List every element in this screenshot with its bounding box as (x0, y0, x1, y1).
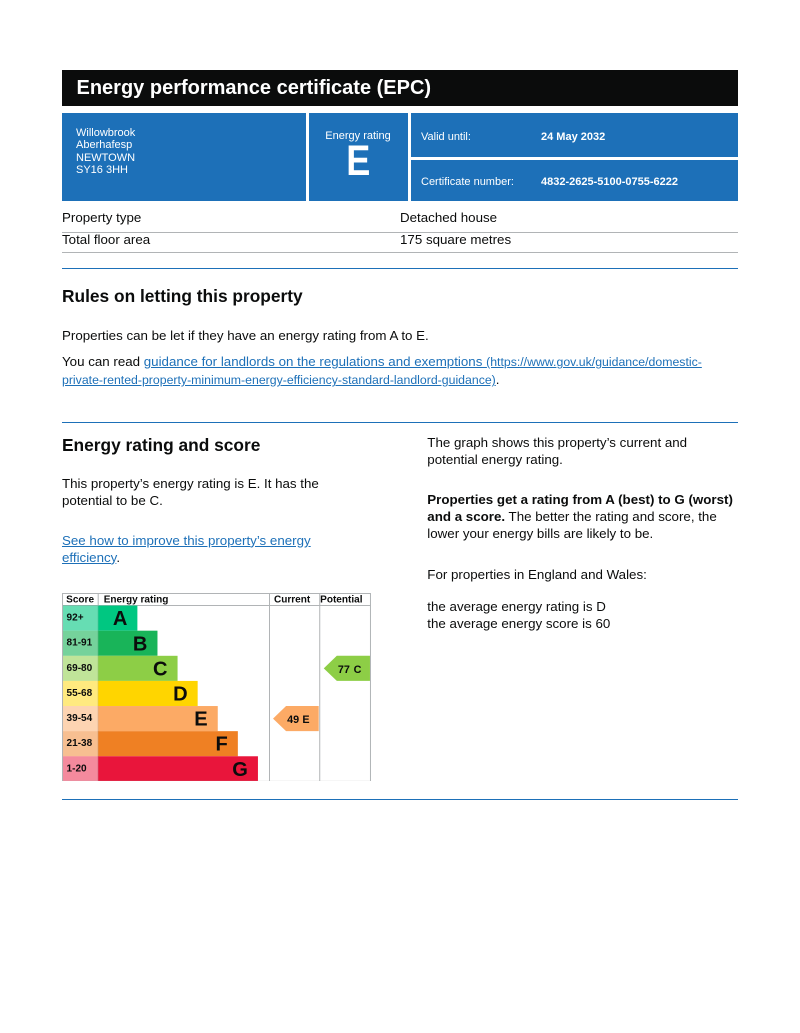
svg-text:1-20: 1-20 (67, 763, 87, 774)
svg-text:49: 49 (287, 714, 299, 726)
svg-text:E: E (194, 708, 207, 730)
svg-text:Energy rating: Energy rating (104, 594, 169, 605)
svg-text:F: F (216, 733, 228, 755)
svg-text:81-91: 81-91 (67, 637, 93, 648)
svg-text:21-38: 21-38 (67, 738, 93, 749)
svg-text:92+: 92+ (67, 612, 84, 623)
svg-text:69-80: 69-80 (67, 662, 93, 673)
svg-text:E: E (302, 714, 309, 726)
svg-text:77: 77 (338, 663, 350, 675)
svg-text:39-54: 39-54 (67, 713, 93, 724)
svg-text:C: C (153, 658, 168, 680)
svg-text:A: A (113, 608, 128, 630)
svg-text:C: C (354, 663, 362, 675)
svg-text:G: G (232, 758, 248, 780)
svg-text:B: B (133, 633, 148, 655)
svg-text:D: D (173, 683, 188, 705)
svg-text:55-68: 55-68 (67, 687, 93, 698)
svg-text:Score: Score (66, 594, 94, 605)
svg-text:Current: Current (274, 594, 311, 605)
svg-text:Potential: Potential (320, 594, 363, 605)
